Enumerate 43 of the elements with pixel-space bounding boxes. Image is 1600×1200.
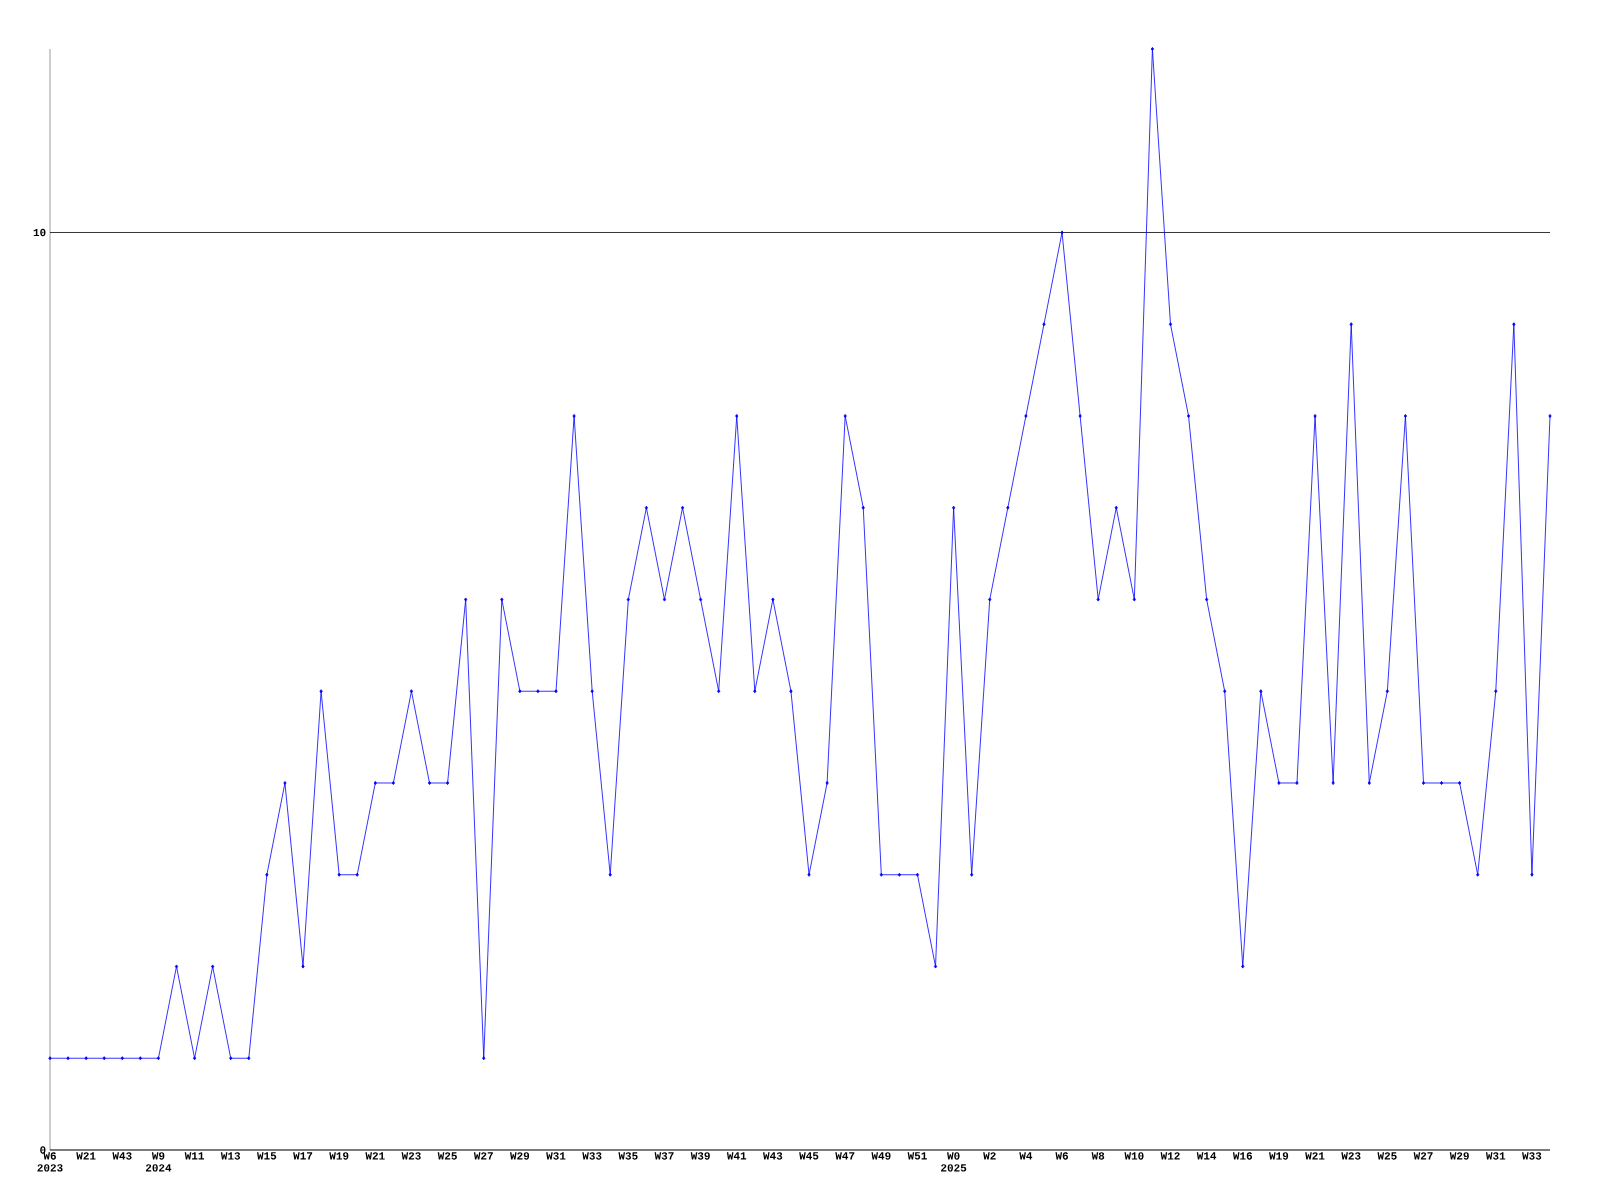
- x-tick-label: W2: [983, 1152, 996, 1160]
- x-tick-label: W31: [546, 1152, 566, 1160]
- x-tick-label: W37: [654, 1152, 674, 1160]
- x-tick-label: W27: [473, 1152, 493, 1160]
- x-tick-label: W11: [184, 1152, 204, 1160]
- x-tick-label: W29: [510, 1152, 530, 1160]
- x-tick-label: W25: [1377, 1152, 1397, 1160]
- x-tick-label: W25: [437, 1152, 457, 1160]
- x-tick-label: W49: [871, 1152, 891, 1160]
- x-tick-label: W15: [257, 1152, 277, 1160]
- x-tick-label: W19: [1269, 1152, 1289, 1160]
- x-tick-label: W35: [618, 1152, 638, 1160]
- x-tick-label: W13: [220, 1152, 241, 1160]
- x-tick-label: W10: [1124, 1152, 1144, 1160]
- x-tick-label: W14: [1196, 1152, 1217, 1160]
- x-tick-label: W21: [1305, 1152, 1325, 1160]
- x-tick-label: W51: [907, 1152, 927, 1160]
- x-tick-label: W43: [112, 1152, 132, 1160]
- x-tick-label: W29: [1449, 1152, 1469, 1160]
- x-tick-label: W19: [329, 1152, 349, 1160]
- x-tick-label: W17: [293, 1152, 313, 1160]
- x-tick-label: W31: [1485, 1152, 1506, 1160]
- x-tick-label: W47: [835, 1152, 855, 1160]
- x-tick-label: W0 2025: [941, 1152, 967, 1172]
- x-tick-label: W39: [690, 1152, 710, 1160]
- x-tick-label: W8: [1091, 1152, 1105, 1160]
- x-tick-label: W16: [1232, 1152, 1253, 1160]
- x-tick-label: W4: [1019, 1152, 1033, 1160]
- x-tick-label: W41: [726, 1152, 747, 1160]
- x-tick-label: W23: [401, 1152, 421, 1160]
- x-tick-label: W23: [1341, 1152, 1361, 1160]
- y-tick-label: 10: [33, 228, 46, 237]
- x-tick-label: W9 2024: [145, 1152, 172, 1172]
- x-tick-label: W33: [1522, 1152, 1542, 1160]
- x-tick-label: W27: [1413, 1152, 1433, 1160]
- x-tick-label: W21: [76, 1152, 96, 1160]
- x-tick-label: W43: [763, 1152, 783, 1160]
- x-tick-label: W21: [365, 1152, 385, 1160]
- x-tick-label: W45: [799, 1152, 819, 1160]
- y-tick-label: 0: [40, 1146, 46, 1154]
- x-tick-label: W12: [1160, 1152, 1180, 1160]
- x-tick-label: W6: [1055, 1152, 1069, 1160]
- x-tick-label: W33: [582, 1152, 602, 1160]
